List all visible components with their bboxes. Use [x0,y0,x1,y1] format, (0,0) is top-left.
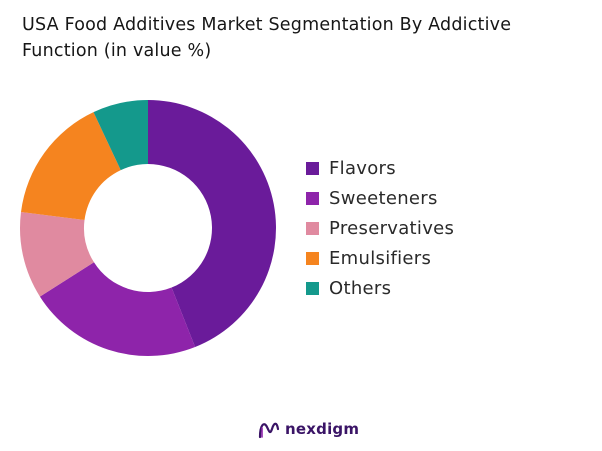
donut-slices [19,100,277,356]
legend-item-others: Others [306,273,454,303]
chart-title: USA Food Additives Market Segmentation B… [22,12,582,64]
legend-label: Preservatives [329,217,455,239]
legend-swatch [306,221,319,235]
legend-swatch [306,281,319,295]
chart-title-line-1: USA Food Additives Market Segmentation B… [22,15,512,35]
legend-label: Emulsifiers [329,247,432,269]
slice-sweeteners [39,262,196,356]
legend-swatch [306,161,319,175]
brand-logo: nexdigm [258,419,359,439]
legend-swatch [306,251,319,265]
legend-label: Flavors [329,157,396,179]
slice-flavors [148,100,277,348]
legend-item-flavors: Flavors [306,153,454,183]
slice-preservatives [19,211,94,297]
chart-legend: Flavors Sweeteners Preservatives Emulsifier… [306,153,454,303]
nexdigm-logo-icon [258,422,280,439]
legend-item-sweeteners: Sweeteners [306,183,454,213]
legend-label: Others [329,277,392,299]
logo-text: nexdigm [285,420,360,438]
legend-label: Sweeteners [329,187,438,209]
slice-others [93,100,148,171]
legend-item-emulsifiers: Emulsifiers [306,243,454,273]
slice-emulsifiers [21,112,121,220]
legend-item-preservatives: Preservatives [306,213,454,243]
legend-swatch [306,191,319,205]
chart-title-line-2: Function (in value %) [22,41,212,61]
